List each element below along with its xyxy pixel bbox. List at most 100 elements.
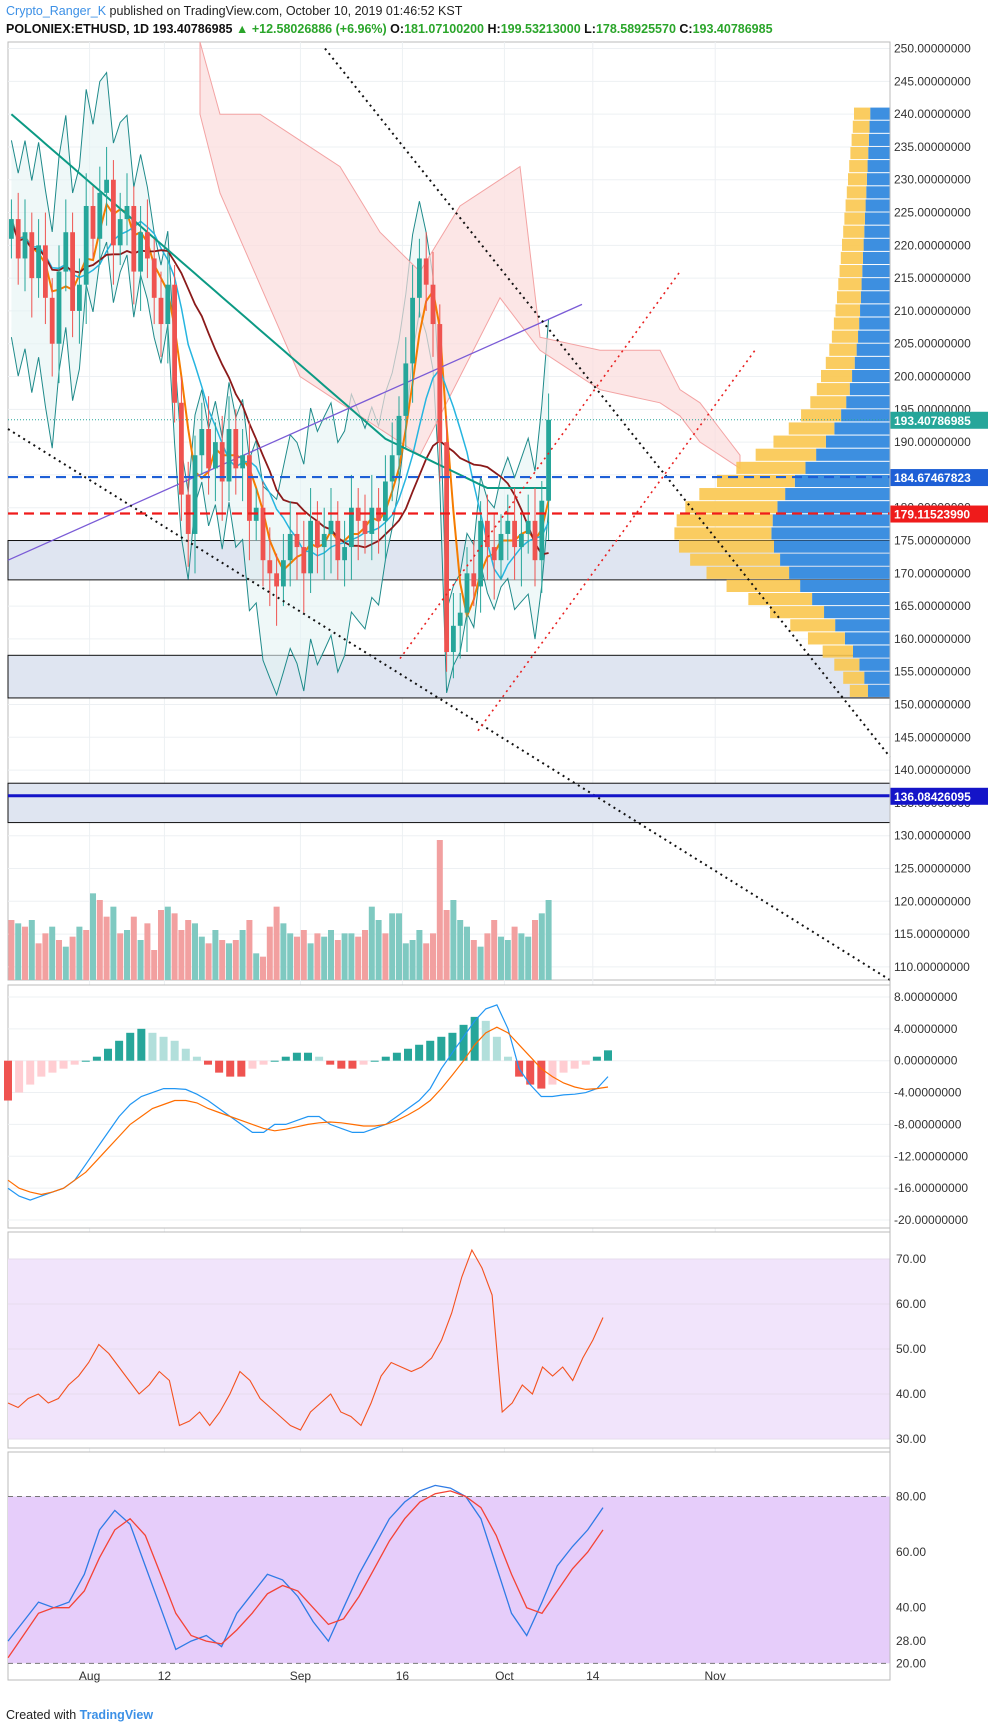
volume-bar (164, 906, 171, 980)
macd-histogram-bar (292, 1052, 301, 1061)
macd-histogram-bar (537, 1060, 546, 1089)
volume-bar (232, 940, 239, 980)
stoch-tick-label: 60.00 (896, 1545, 926, 1559)
volume-bar (198, 936, 205, 980)
ma-slow-line (10, 220, 549, 556)
candle-body (274, 573, 279, 587)
volume-profile-down (829, 343, 857, 356)
macd-histogram-bar (481, 1020, 490, 1061)
volume-profile-down (847, 173, 867, 186)
ma-100-line (10, 113, 549, 489)
macd-histogram-bar (15, 1060, 24, 1093)
volume-profile-down (849, 684, 868, 697)
candle-body (165, 284, 171, 325)
volume-bar (22, 926, 28, 980)
volume-profile-down (835, 304, 861, 317)
macd-histogram-bar (148, 1032, 157, 1061)
volume-bar (8, 920, 15, 980)
volume-bar (450, 900, 457, 980)
volume-bar (62, 946, 69, 980)
stoch-tick-label: 28.00 (896, 1634, 926, 1648)
volume-profile-up (868, 133, 890, 146)
volume-bar (130, 916, 137, 980)
candle-body (532, 520, 538, 561)
macd-histogram-bar (392, 1052, 401, 1061)
candle-body (219, 442, 225, 482)
candle-body (383, 481, 388, 521)
volume-bar (49, 926, 56, 980)
macd-histogram-bar (70, 1060, 79, 1065)
volume-bar (518, 933, 525, 980)
volume-profile-up (864, 225, 890, 238)
x-tick-label: Aug (79, 1669, 100, 1683)
candle-body (362, 520, 368, 534)
macd-histogram-bar (115, 1040, 124, 1061)
channel-lower (477, 349, 756, 732)
candle-body (369, 507, 375, 534)
volume-bar (103, 916, 110, 980)
candle-body (199, 429, 205, 456)
macd-histogram-bar (215, 1060, 224, 1073)
volume-bar (42, 933, 49, 980)
candle-body (70, 232, 75, 311)
volume-profile-up (844, 632, 890, 645)
candle-body (525, 520, 531, 534)
candle-body (308, 520, 313, 574)
candle-body (260, 507, 266, 561)
volume-profile-up (869, 120, 890, 133)
macd-histogram-bar (159, 1036, 168, 1061)
candle-body (294, 533, 300, 548)
candle-body (145, 232, 150, 259)
volume-profile-down (852, 120, 870, 133)
macd-histogram-bar (81, 1060, 90, 1062)
y-tick-label: 125.00000000 (894, 861, 971, 875)
volume-profile-down (851, 133, 869, 146)
volume-profile-up (771, 527, 890, 540)
candle-body (56, 271, 62, 344)
volume-bar (484, 933, 491, 980)
macd-histogram-bar (259, 1060, 268, 1065)
volume-bar (511, 926, 518, 980)
candle-body (179, 402, 184, 495)
macd-histogram-bar (248, 1060, 257, 1069)
macd-histogram-bar (381, 1056, 390, 1061)
candle-body (36, 245, 41, 279)
volume-profile-down (773, 435, 826, 448)
macd-histogram-bar (326, 1060, 335, 1065)
volume-profile-up (854, 356, 890, 369)
y-tick-label: 205.00000000 (894, 337, 971, 351)
volume-profile-down (770, 606, 825, 619)
volume-profile-down (821, 369, 853, 383)
volume-profile-down (840, 251, 863, 265)
y-tick-label: 115.00000000 (894, 927, 970, 941)
candle-body (464, 573, 470, 613)
x-tick-label: Oct (495, 1669, 514, 1683)
author-link[interactable]: Crypto_Ranger_K (6, 4, 107, 18)
candle-body (389, 455, 395, 482)
volume-bar (525, 936, 532, 980)
volume-bar (538, 913, 545, 980)
volume-bar (430, 933, 436, 980)
macd-tick-label: -8.00000000 (894, 1117, 962, 1131)
volume-bar (389, 913, 396, 980)
candle-body (49, 297, 55, 344)
candle-body (328, 520, 334, 534)
publish-line: Crypto_Ranger_K published on TradingView… (6, 3, 462, 20)
y-tick-label: 170.00000000 (894, 566, 971, 580)
price-chart[interactable]: 250.00000000 245.00000000 240.00000000 235.… (0, 40, 988, 1705)
y-tick-label: 110.00000000 (894, 960, 970, 974)
rsi-tick-label: 40.00 (896, 1387, 926, 1401)
volume-bar (205, 943, 212, 980)
volume-profile-up (866, 173, 890, 186)
macd-histogram-bar (492, 1036, 501, 1061)
volume-profile-down (849, 160, 868, 173)
y-tick-label: 160.00000000 (894, 632, 971, 646)
symbol-label[interactable]: POLONIEX:ETHUSD, 1D (6, 22, 150, 36)
macd-histogram-bar (337, 1060, 346, 1069)
volume-profile-down (854, 107, 871, 120)
tradingview-logo[interactable]: TradingView (79, 1708, 154, 1722)
candle-body (9, 219, 14, 239)
candle-body (247, 455, 252, 521)
macd-histogram-bar (181, 1048, 190, 1061)
volume-profile-down (685, 501, 778, 514)
